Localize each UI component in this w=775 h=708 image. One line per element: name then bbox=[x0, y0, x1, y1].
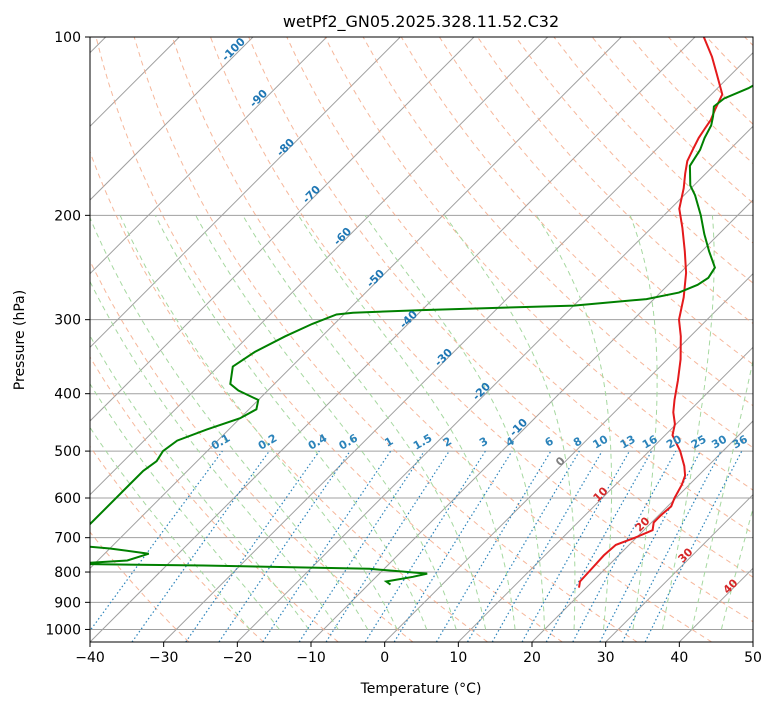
dry-adiabat-line bbox=[90, 356, 339, 642]
isotherm-line bbox=[90, 37, 328, 275]
isotherm-line bbox=[531, 420, 753, 642]
y-tick-label: 900 bbox=[54, 595, 81, 611]
moist-adiabat-line bbox=[90, 216, 369, 630]
isotherm-line bbox=[605, 493, 753, 642]
isotherm-line bbox=[90, 37, 622, 570]
mixing-ratio-line bbox=[218, 450, 351, 642]
dry-adiabat-line bbox=[90, 259, 414, 642]
x-tick-label: −10 bbox=[296, 650, 326, 666]
isotherm-line bbox=[90, 37, 549, 496]
y-tick-label: 700 bbox=[54, 531, 81, 547]
moist-adiabat-line bbox=[119, 215, 398, 630]
dry-adiabat-line bbox=[90, 150, 488, 642]
mixing-ratio-line bbox=[545, 450, 653, 642]
temperature-profile bbox=[578, 37, 724, 588]
moist-adiabat-line bbox=[661, 215, 715, 630]
mixing-ratio-line bbox=[393, 450, 513, 642]
dry-adiabat-line bbox=[133, 37, 638, 642]
plot-area bbox=[90, 37, 753, 642]
mixing-ratio-line bbox=[298, 450, 425, 642]
moist-adiabat-line bbox=[444, 215, 576, 630]
isotherm-line bbox=[90, 37, 475, 422]
x-tick-label: 30 bbox=[597, 650, 615, 666]
mixing-ratio-line bbox=[262, 450, 392, 642]
y-tick-label: 200 bbox=[54, 208, 81, 224]
moist-adiabat-line bbox=[195, 215, 457, 630]
y-tick-label: 500 bbox=[54, 444, 81, 460]
x-tick-label: 20 bbox=[523, 650, 541, 666]
profiles bbox=[90, 37, 753, 588]
y-axis-label: Pressure (hPa) bbox=[12, 290, 28, 390]
moist-adiabat-line bbox=[90, 280, 339, 630]
background-lines bbox=[90, 37, 753, 642]
dry-adiabat-line bbox=[210, 37, 753, 623]
isotherm-line bbox=[752, 641, 753, 642]
x-axis-label: Temperature (°C) bbox=[360, 681, 482, 697]
isotherm-line bbox=[163, 51, 753, 642]
isotherm-line bbox=[236, 125, 753, 642]
x-tick-label: 10 bbox=[449, 650, 467, 666]
chart-title: wetPf2_GN05.2025.328.11.52.C32 bbox=[283, 12, 559, 32]
moist-adiabat-line bbox=[364, 215, 546, 630]
dry-adiabat-line bbox=[515, 37, 753, 284]
moist-adiabat-line bbox=[297, 215, 516, 630]
moist-adiabat-line bbox=[242, 215, 487, 630]
y-tick-label: 400 bbox=[54, 387, 81, 403]
moist-adiabat-line bbox=[629, 215, 658, 630]
dry-adiabat-line bbox=[171, 37, 712, 642]
mixing-ratio-line bbox=[521, 450, 631, 642]
y-tick-label: 100 bbox=[54, 30, 81, 46]
mixing-ratio-line bbox=[325, 450, 450, 642]
moist-adiabat-line bbox=[720, 506, 753, 630]
mixing-ratio-line bbox=[131, 450, 270, 642]
moist-adiabat-line bbox=[90, 382, 280, 630]
moist-adiabat-line bbox=[691, 358, 753, 630]
x-tick-label: −20 bbox=[223, 650, 253, 666]
isotherm-line bbox=[90, 37, 696, 642]
moist-adiabat-line bbox=[90, 426, 251, 630]
x-axis: −40 −30 −20 −10 0 10 20 30 40 50 bbox=[75, 642, 762, 666]
isotherm-line bbox=[90, 37, 401, 349]
dry-adiabat-line bbox=[90, 531, 190, 642]
mixing-ratio-line bbox=[644, 450, 743, 642]
dry-adiabat-line bbox=[438, 37, 753, 366]
y-tick-label: 300 bbox=[54, 313, 81, 329]
moist-adiabat-line bbox=[154, 215, 428, 630]
isotherm-line bbox=[457, 346, 753, 642]
mixing-ratio-line bbox=[185, 450, 320, 642]
moist-adiabat-line bbox=[535, 215, 613, 630]
dry-adiabat-line bbox=[400, 37, 753, 407]
y-tick-label: 1000 bbox=[45, 622, 81, 638]
dry-adiabat-line bbox=[286, 37, 753, 534]
x-tick-label: −30 bbox=[149, 650, 179, 666]
moist-adiabat-line bbox=[90, 334, 310, 630]
y-tick-label: 600 bbox=[54, 491, 81, 507]
isotherm-line bbox=[90, 37, 254, 201]
x-tick-label: −40 bbox=[75, 650, 105, 666]
dry-adiabat-line bbox=[90, 445, 264, 642]
x-tick-label: 40 bbox=[670, 650, 688, 666]
dry-adiabat-line bbox=[248, 37, 753, 578]
x-tick-label: 0 bbox=[380, 650, 389, 666]
mixing-ratio-line bbox=[572, 450, 677, 642]
y-axis: 100 200 300 400 500 600 700 800 900 1000 bbox=[45, 30, 90, 638]
y-tick-label: 800 bbox=[54, 565, 81, 581]
dry-adiabat-line bbox=[95, 37, 563, 642]
x-tick-label: 50 bbox=[744, 650, 762, 666]
isotherm-line bbox=[384, 272, 753, 642]
dewpoint-profile bbox=[90, 84, 753, 586]
plot-frame bbox=[89, 36, 754, 643]
